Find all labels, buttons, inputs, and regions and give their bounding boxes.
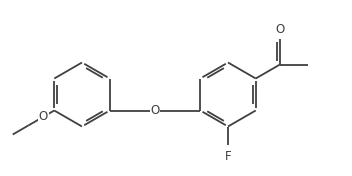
Text: O: O	[275, 24, 284, 36]
Text: O: O	[39, 110, 48, 123]
Text: O: O	[150, 104, 159, 117]
Text: F: F	[225, 149, 231, 162]
